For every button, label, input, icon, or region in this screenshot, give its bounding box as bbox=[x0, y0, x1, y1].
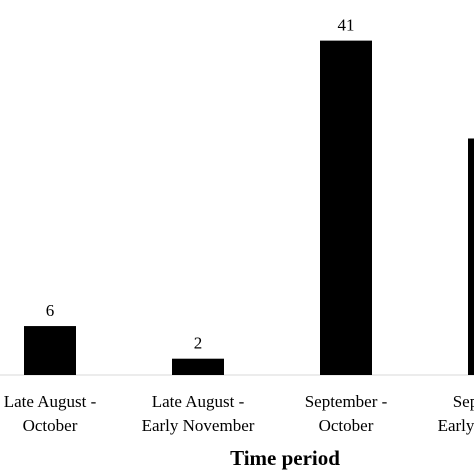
bar bbox=[468, 138, 474, 375]
bar bbox=[320, 40, 372, 375]
x-tick-label: Late August -October bbox=[4, 392, 97, 435]
x-tick-label: September -October bbox=[305, 392, 388, 435]
bar bbox=[24, 326, 76, 375]
x-tick-label: Late August -Early November bbox=[142, 392, 255, 435]
value-label: 2 bbox=[194, 334, 203, 353]
x-axis-title: Time period bbox=[230, 446, 340, 470]
bar bbox=[172, 358, 224, 375]
value-label: 6 bbox=[46, 301, 55, 320]
x-tick-label: September -Early November bbox=[438, 392, 474, 435]
value-label: 41 bbox=[338, 16, 355, 35]
